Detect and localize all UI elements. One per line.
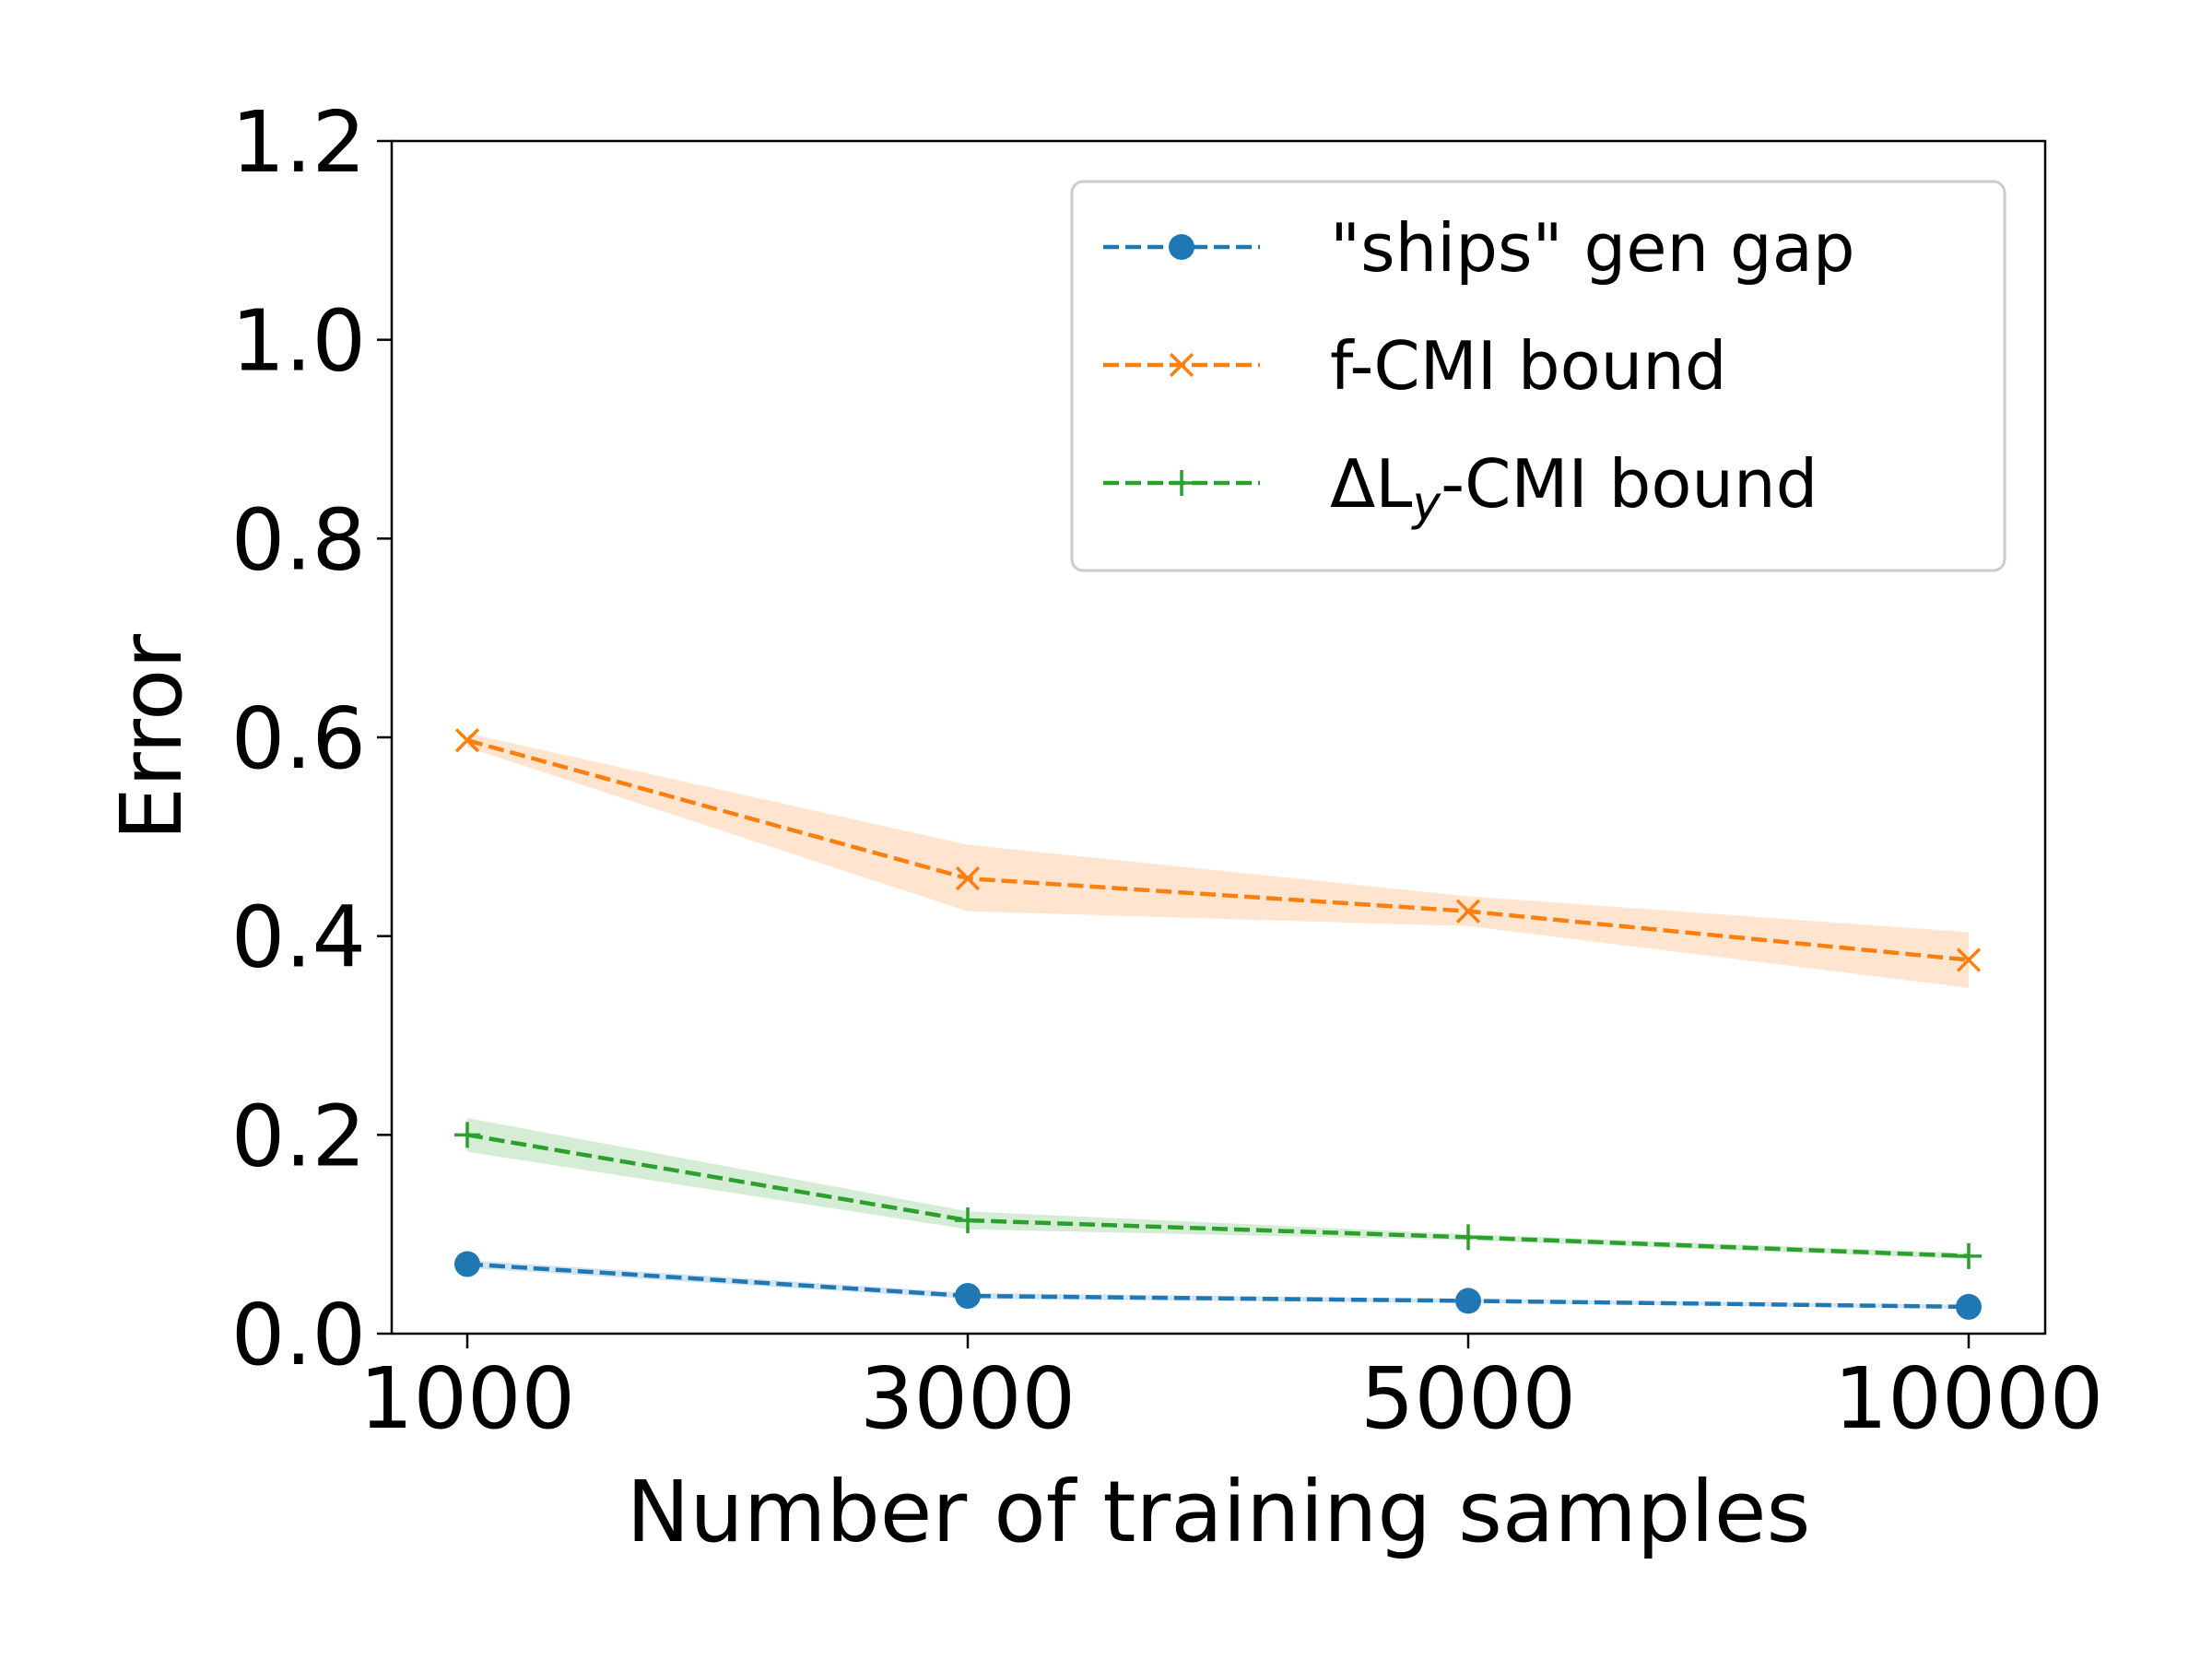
x-tick-label: 1000	[359, 1349, 575, 1448]
x-axis: 1000 3000 5000 10000	[359, 1334, 2103, 1448]
legend-label-rest: -CMI bound	[1441, 445, 1818, 523]
point-series-1-2	[1455, 899, 1481, 924]
point-series-2-1	[955, 1207, 981, 1234]
line-series-2	[466, 1133, 1970, 1259]
y-tick-label: 0.6	[231, 689, 366, 788]
point-series-1-0	[454, 728, 480, 753]
y-tick-label: 1.2	[231, 93, 366, 192]
x-axis-title: Number of training samples	[627, 1463, 1811, 1561]
x-tick-label: 10000	[1834, 1349, 2104, 1448]
band-series-2	[467, 1118, 1969, 1260]
point-series-1-3-stroke-b	[1956, 947, 1982, 972]
point-series-2-0	[454, 1122, 480, 1148]
legend-label-2: ΔLy-CMI bound	[1330, 445, 1818, 532]
legend-box	[1070, 180, 2006, 572]
point-series-1-0-stroke-b	[454, 728, 480, 753]
series-lines	[466, 738, 1970, 1310]
point-series-1-1-stroke-b	[955, 865, 981, 891]
point-series-1-2-stroke-b	[1455, 899, 1481, 924]
point-series-0-3	[1956, 1293, 1982, 1320]
legend-marker-2	[1169, 470, 1194, 496]
x-tick-label: 5000	[1360, 1349, 1576, 1448]
y-tick-label: 0.2	[231, 1087, 366, 1185]
point-series-2-2	[1455, 1224, 1481, 1251]
legend-marker-1-stroke-b	[1169, 352, 1194, 378]
legend-label-subscript: y	[1410, 477, 1441, 532]
line-series-1	[466, 738, 1970, 962]
point-series-0-1	[955, 1283, 981, 1310]
legend-marker-1	[1169, 352, 1194, 378]
series-markers	[454, 728, 1982, 1320]
y-tick-label: 1.0	[231, 292, 366, 391]
point-series-0-2	[1455, 1288, 1481, 1314]
y-tick-label: 0.0	[231, 1286, 366, 1384]
point-series-0-0	[454, 1251, 480, 1277]
y-axis: 0.0 0.2 0.4 0.6 0.8 1.0 1.2	[231, 93, 392, 1384]
point-series-1-1	[955, 865, 981, 891]
legend-label-main: ΔL	[1330, 445, 1412, 523]
legend-label-1: f-CMI bound	[1330, 327, 1727, 405]
band-series-1	[467, 733, 1969, 988]
point-series-2-3	[1956, 1242, 1982, 1269]
x-tick-label: 3000	[860, 1349, 1076, 1448]
legend-label-0: "ships" gen gap	[1330, 209, 1855, 287]
legend: "ships" gen gap f-CMI bound ΔLy-CMI bound	[1070, 180, 2006, 572]
y-tick-label: 0.8	[231, 490, 366, 589]
legend-marker-0	[1169, 234, 1194, 260]
line-series-0	[466, 1262, 1970, 1310]
point-series-1-3	[1956, 947, 1982, 972]
y-axis-title: Error	[102, 634, 201, 841]
y-tick-label: 0.4	[231, 888, 366, 987]
